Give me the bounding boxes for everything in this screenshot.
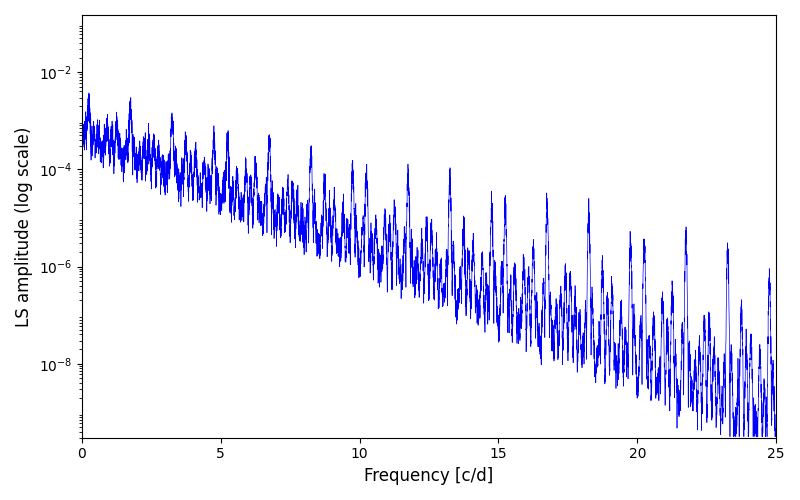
Y-axis label: LS amplitude (log scale): LS amplitude (log scale) bbox=[15, 126, 33, 326]
X-axis label: Frequency [c/d]: Frequency [c/d] bbox=[364, 467, 494, 485]
